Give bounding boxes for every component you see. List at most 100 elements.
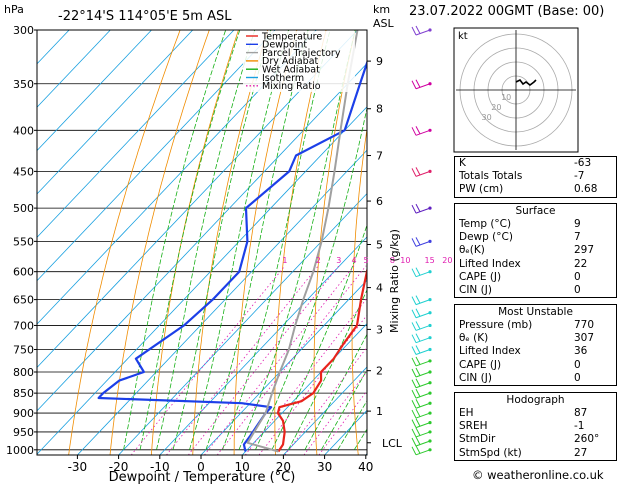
mixing-ratio-tick-label: 3 (336, 256, 341, 265)
wind-barb-flag (411, 26, 417, 36)
wind-barb-flag (411, 334, 417, 343)
dry-adiabat-line (109, 30, 210, 455)
sounding-series (97, 30, 367, 453)
km-tick-label: 1 (376, 405, 383, 418)
row-value: 87 (574, 407, 588, 419)
row-value: 27 (574, 446, 588, 459)
wind-barb-dot (428, 391, 432, 395)
row-label: CAPE (J) (459, 358, 502, 371)
hodograph-ring-label: 20 (491, 103, 501, 112)
row-label: θₑ(K) (459, 244, 485, 257)
wind-barb-flag (415, 445, 421, 454)
wind-barb-dot (428, 411, 432, 415)
mu-row: CIN (J) 0 (455, 372, 616, 385)
row-value: 22 (574, 257, 588, 270)
km-tick-label: 9 (376, 55, 383, 68)
wind-barb-staff (415, 29, 431, 36)
wind-barb-dot (428, 239, 432, 243)
wind-barb-dot (428, 421, 432, 425)
hodograph-ring-label: 10 (501, 93, 511, 102)
wet-adiabat-line (123, 30, 227, 450)
wet-adiabat-line (255, 106, 367, 450)
row-label: CAPE (J) (459, 270, 502, 283)
wind-barb-staff (415, 440, 431, 447)
index-row: K -63 (455, 157, 616, 170)
wind-barb-dot (428, 430, 432, 434)
mu-row: CAPE (J) 0 (455, 359, 616, 372)
mu-row: θₑ (K) 307 (455, 332, 616, 345)
plot-frame (36, 29, 368, 456)
x-axis-label: Dewpoint / Temperature (°C) (109, 470, 296, 485)
series-parcel-trajectory-line (246, 30, 359, 453)
legend-entry: Temperature (261, 31, 322, 42)
wet-adiabat-line (139, 30, 241, 450)
wind-barb-flag (415, 399, 421, 408)
isotherm-line (37, 30, 276, 282)
most-unstable-title: Most Unstable (498, 306, 573, 318)
legend-entry: Dewpoint (262, 40, 307, 51)
axes: 1234581015202530035040045050055060065070… (6, 24, 467, 474)
wind-barb-staff (415, 412, 431, 419)
wind-barb-flag (411, 322, 417, 331)
temperature-tick-label: -20 (109, 460, 129, 474)
isotherm-line (200, 279, 367, 455)
isotherm-line (37, 106, 367, 455)
row-value: 0 (574, 371, 581, 384)
wind-barb-flag (411, 409, 417, 419)
mixing-ratio-tick-label: 10 (400, 256, 410, 265)
wind-barb-dot (428, 347, 432, 352)
wet-adiabat-line (189, 30, 289, 450)
wind-barb-dot (428, 439, 432, 443)
wind-barb-staff (415, 337, 431, 344)
wind-barb-flag (411, 419, 417, 428)
wind-barb-flag (415, 356, 421, 365)
wind-barb-flag (415, 367, 421, 376)
wind-barb-flag (411, 80, 417, 89)
mixing-ratio-tick-label: 4 (351, 256, 356, 265)
wind-barb-dot (428, 311, 432, 315)
pressure-unit-label: hPa (4, 3, 24, 16)
index-label: K (459, 157, 466, 169)
wind-barb-flag (411, 446, 417, 456)
mixing-ratio-line (166, 265, 319, 455)
wind-barb-flag (411, 168, 417, 177)
mixing-ratio-tick-label: 5 (364, 256, 369, 265)
wind-barb-flag (415, 203, 421, 212)
row-value: 260° (574, 433, 600, 446)
row-label: SREH (459, 420, 488, 433)
row-label: StmDir (459, 433, 496, 446)
wind-barb-staff (415, 360, 431, 367)
wind-barb-flag (415, 378, 421, 387)
credit-text: © weatheronline.co.uk (472, 468, 604, 482)
wind-barb-flag (411, 389, 417, 399)
row-value: 0 (574, 283, 581, 296)
pressure-tick-label: 750 (13, 343, 34, 356)
row-value: -1 (574, 420, 585, 433)
hodograph-unit: kt (458, 31, 468, 42)
wind-barb-staff (415, 422, 431, 429)
wind-barb-flag (411, 296, 417, 305)
wet-adiabat-line (205, 30, 309, 450)
wind-barb-flag (415, 436, 421, 445)
wind-barb-flag (415, 295, 421, 304)
pressure-tick-label: 650 (13, 294, 34, 307)
wind-barb-staff (415, 129, 431, 136)
isotherm-line (159, 236, 367, 455)
pressure-tick-label: 450 (13, 165, 34, 178)
legend-entry: Parcel Trajectory (262, 48, 341, 59)
wind-barb-dot (428, 28, 432, 32)
km-tick-label: 6 (376, 195, 383, 208)
wind-barb-staff (415, 312, 431, 319)
wet-adiabat-line (271, 223, 367, 450)
surface-box: Surface Temp (°C) 9 Dewp (°C) 7 θₑ(K) 297 L… (454, 203, 617, 299)
dry-adiabat-line (313, 30, 356, 455)
wind-barb-staff (415, 83, 431, 90)
wet-adiabat-line (222, 30, 331, 450)
legend-entry: Dry Adiabat (262, 56, 319, 67)
wind-barb-flag (411, 437, 417, 447)
hodo-row: StmSpd (kt) 27 (455, 447, 616, 460)
row-label: Pressure (mb) (459, 319, 533, 331)
isotherm-line (37, 30, 70, 65)
